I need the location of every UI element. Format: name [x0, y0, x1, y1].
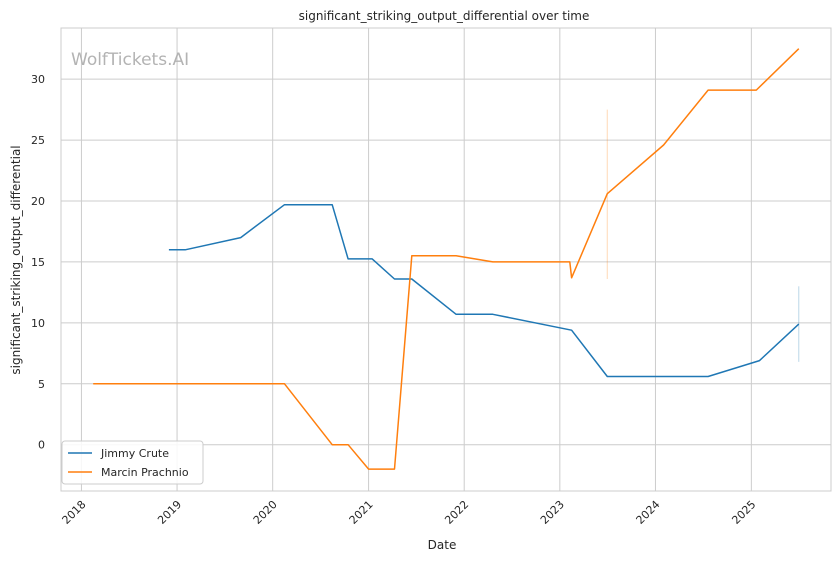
series-lines — [93, 48, 800, 470]
y-tick-label: 30 — [31, 73, 45, 86]
y-tick-label: 0 — [38, 439, 45, 452]
chart-title: significant_striking_output_differential… — [299, 9, 590, 23]
x-axis-label: Date — [428, 538, 457, 552]
y-tick-labels: 0 5 10 15 20 25 30 — [31, 73, 45, 452]
y-tick-label: 10 — [31, 317, 45, 330]
series-line-jimmy-crute — [168, 203, 800, 378]
y-tick-label: 25 — [31, 134, 45, 147]
watermark: WolfTickets.AI — [71, 50, 189, 70]
legend-label-marcin-prachnio: Marcin Prachnio — [101, 466, 189, 479]
series-line-marcin-prachnio — [93, 48, 800, 470]
y-tick-label: 5 — [38, 378, 45, 391]
legend: Jimmy Crute Marcin Prachnio — [61, 440, 204, 485]
y-tick-label: 15 — [31, 256, 45, 269]
legend-box — [61, 440, 204, 485]
y-tick-label: 20 — [31, 195, 45, 208]
plot-frame — [60, 27, 832, 492]
y-axis-label: significant_striking_output_differential — [9, 145, 23, 374]
legend-label-jimmy-crute: Jimmy Crute — [100, 447, 169, 460]
